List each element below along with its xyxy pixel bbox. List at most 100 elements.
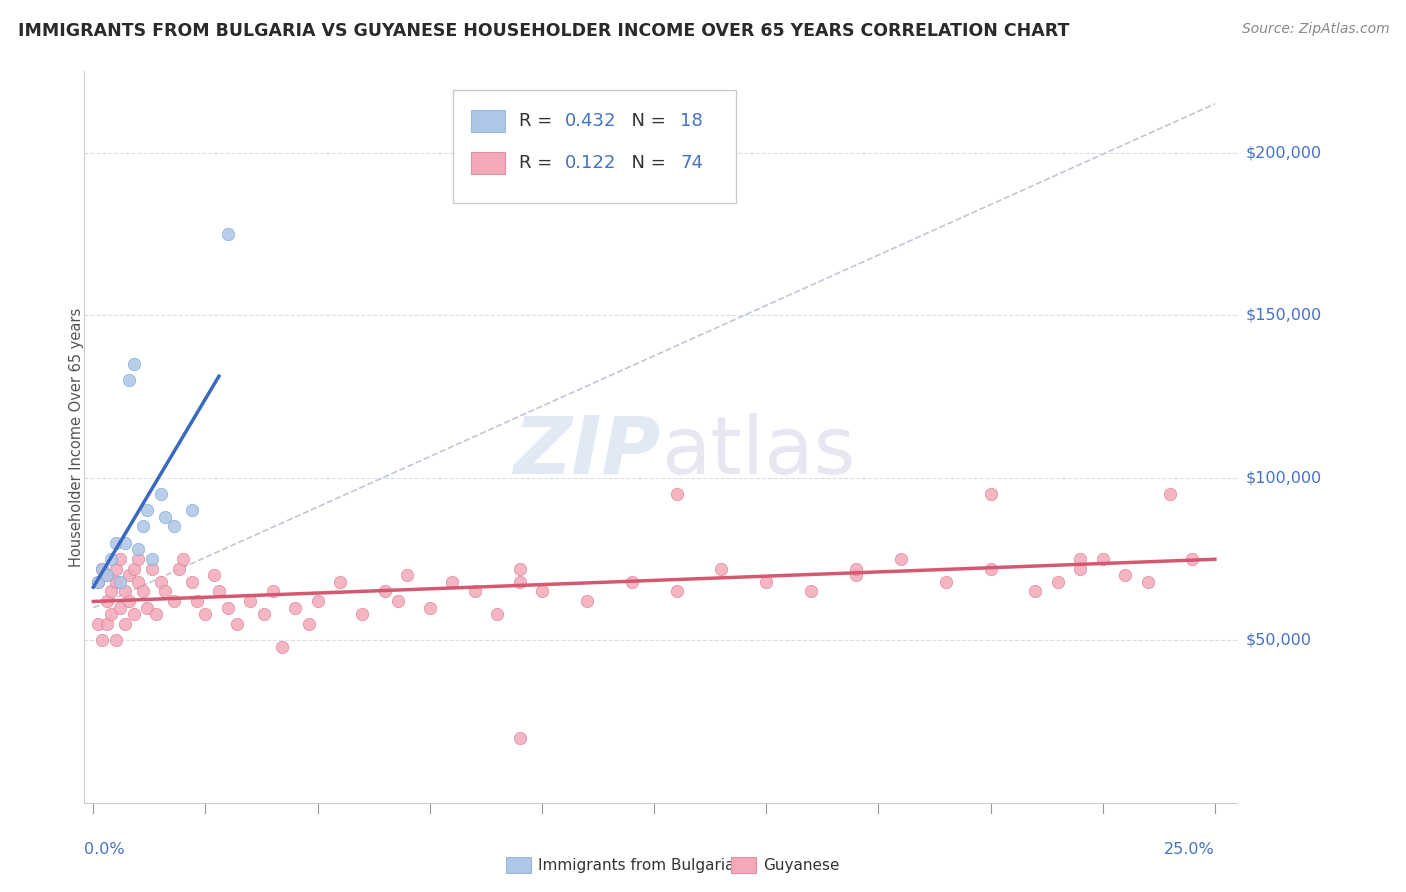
Point [935, 574, 957, 589]
Point [486, 607, 509, 622]
Point [980, 487, 1002, 501]
Y-axis label: Householder Income Over 65 years: Householder Income Over 65 years [69, 308, 83, 566]
Point [1091, 552, 1114, 566]
FancyBboxPatch shape [471, 152, 505, 174]
Point [270, 640, 292, 654]
Point [104, 574, 127, 589]
Point [96, 594, 118, 608]
Text: N =: N = [620, 153, 672, 172]
Point [186, 594, 208, 608]
Point [91, 633, 114, 648]
Point [131, 519, 153, 533]
Point [284, 600, 307, 615]
Point [87, 617, 110, 632]
Point [396, 568, 419, 582]
Point [217, 600, 239, 615]
Point [800, 584, 823, 599]
Point [110, 600, 132, 615]
Point [122, 357, 145, 371]
Point [575, 594, 598, 608]
Point [122, 607, 145, 622]
Point [114, 535, 136, 549]
Text: ZIP: ZIP [513, 413, 661, 491]
Point [665, 487, 688, 501]
Point [87, 574, 110, 589]
Point [104, 633, 127, 648]
Point [262, 584, 284, 599]
Point [87, 574, 110, 589]
Point [352, 607, 374, 622]
Point [419, 600, 441, 615]
Point [118, 594, 141, 608]
Text: atlas: atlas [661, 413, 855, 491]
Point [163, 519, 186, 533]
Point [253, 607, 276, 622]
Point [153, 584, 176, 599]
Text: 0.432: 0.432 [565, 112, 617, 130]
Point [114, 617, 136, 632]
Point [127, 552, 149, 566]
Point [845, 568, 868, 582]
Point [127, 542, 149, 557]
Point [136, 503, 159, 517]
Point [145, 607, 167, 622]
Point [1181, 552, 1204, 566]
Point [91, 562, 114, 576]
Point [387, 594, 409, 608]
Text: $100,000: $100,000 [1246, 470, 1322, 485]
Point [141, 552, 163, 566]
Point [225, 617, 247, 632]
Point [141, 562, 163, 576]
Text: N =: N = [620, 112, 672, 130]
Text: $50,000: $50,000 [1246, 632, 1312, 648]
Point [114, 584, 136, 599]
Point [136, 600, 159, 615]
Point [329, 574, 352, 589]
Point [172, 552, 194, 566]
Point [1159, 487, 1181, 501]
Point [530, 584, 553, 599]
Point [163, 594, 186, 608]
Point [91, 562, 114, 576]
Point [1069, 552, 1091, 566]
Point [122, 562, 145, 576]
Point [96, 568, 118, 582]
Point [441, 574, 464, 589]
Point [508, 731, 530, 745]
Text: R =: R = [519, 112, 558, 130]
Text: 74: 74 [681, 153, 703, 172]
Point [508, 562, 530, 576]
Point [217, 227, 239, 241]
Point [204, 568, 226, 582]
Point [100, 607, 122, 622]
Text: Immigrants from Bulgaria: Immigrants from Bulgaria [538, 858, 735, 872]
Point [1046, 574, 1069, 589]
Point [239, 594, 262, 608]
Point [1136, 574, 1159, 589]
Point [181, 574, 204, 589]
Point [665, 584, 688, 599]
FancyBboxPatch shape [453, 90, 735, 203]
Point [153, 509, 176, 524]
Point [127, 574, 149, 589]
Point [104, 562, 127, 576]
Point [110, 574, 132, 589]
Point [118, 373, 141, 387]
Text: 0.0%: 0.0% [84, 842, 125, 857]
Text: 18: 18 [681, 112, 703, 130]
Point [845, 562, 868, 576]
Point [131, 584, 153, 599]
Point [508, 574, 530, 589]
Point [1024, 584, 1046, 599]
Point [118, 568, 141, 582]
Text: 25.0%: 25.0% [1164, 842, 1215, 857]
Text: $150,000: $150,000 [1246, 308, 1322, 323]
Point [208, 584, 231, 599]
Text: 0.122: 0.122 [565, 153, 616, 172]
Point [110, 552, 132, 566]
Point [620, 574, 643, 589]
Point [96, 568, 118, 582]
Point [167, 562, 190, 576]
Point [1069, 562, 1091, 576]
Point [464, 584, 486, 599]
